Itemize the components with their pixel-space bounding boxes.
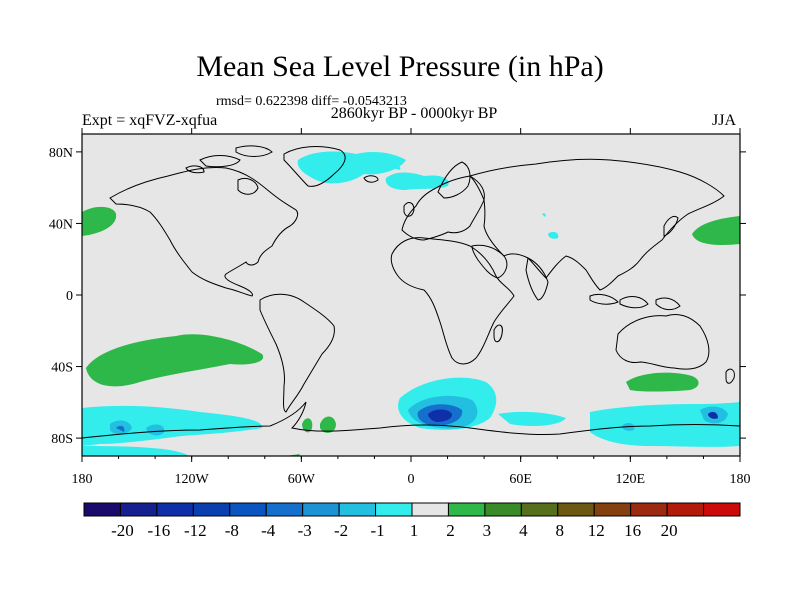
colorbar-swatch bbox=[265, 502, 304, 517]
negative-anomaly-weddell-center bbox=[428, 409, 452, 422]
colorbar-label: -4 bbox=[261, 521, 276, 540]
lat-tick-label: 40S bbox=[51, 361, 73, 376]
coastline-arctic-islands bbox=[185, 145, 273, 174]
coastline-madagascar bbox=[493, 324, 503, 343]
negative-anomaly-southern-ocean-west bbox=[82, 405, 263, 446]
coastline-scandinavia bbox=[437, 161, 471, 199]
negative-anomaly-bellingshausen-core bbox=[116, 425, 125, 432]
negative-anomaly-ross-center bbox=[708, 411, 718, 419]
season-label: JJA bbox=[712, 112, 737, 129]
colorbar-swatch bbox=[302, 502, 340, 517]
coastline-asia bbox=[469, 158, 725, 291]
colorbar-label: -12 bbox=[184, 521, 207, 540]
lon-tick-label: 180 bbox=[730, 472, 751, 487]
time-period-label: 2860kyr BP - 0000kyr BP bbox=[330, 105, 498, 122]
colorbar-swatch bbox=[229, 502, 267, 517]
lat-tick-label: 80N bbox=[49, 146, 73, 161]
coastline-north-america bbox=[109, 167, 299, 297]
colorbar-swatch bbox=[593, 502, 632, 517]
negative-anomaly-arctic-east bbox=[385, 172, 449, 190]
positive-anomaly-antarctic-2 bbox=[320, 416, 336, 433]
colorbar-label: -1 bbox=[370, 521, 384, 540]
map-axes: 80N 40N 0 40S 80S 180 120W 60W 0 60E 120E 180 bbox=[49, 128, 751, 487]
coastline-british-isles bbox=[403, 202, 415, 217]
experiment-label: Expt = xqFVZ-xqfua bbox=[82, 112, 218, 129]
coastline-antarctica bbox=[82, 401, 740, 439]
coastline-greenland bbox=[283, 146, 346, 187]
colorbar-swatch bbox=[630, 502, 668, 517]
colorbar-swatch bbox=[484, 502, 522, 517]
coastlines bbox=[82, 145, 740, 439]
colorbar-label: 1 bbox=[410, 521, 419, 540]
colorbar-label: -20 bbox=[111, 521, 134, 540]
colorbar-swatch bbox=[375, 502, 413, 517]
colorbar-label: 8 bbox=[556, 521, 565, 540]
colorbar-swatch bbox=[338, 502, 377, 517]
colorbar-swatch bbox=[447, 502, 486, 517]
colorbar-swatch bbox=[119, 502, 158, 517]
lon-tick-label: 120E bbox=[616, 472, 646, 487]
coastline-new-zealand bbox=[725, 368, 735, 384]
colorbar-swatch bbox=[156, 502, 194, 517]
colorbar-label: 2 bbox=[446, 521, 455, 540]
rmsd-diff-stats: rmsd= 0.622398 diff= -0.0543213 bbox=[216, 94, 407, 109]
lat-tick-label: 80S bbox=[51, 432, 73, 447]
lon-tick-label: 0 bbox=[408, 472, 415, 487]
colorbar-swatch bbox=[557, 502, 595, 517]
lat-tick-label: 0 bbox=[66, 289, 73, 304]
anomaly-fields bbox=[82, 151, 740, 456]
coastline-iceland bbox=[363, 175, 379, 183]
negative-anomaly-amundsen bbox=[146, 424, 165, 436]
negative-anomaly-mediterranean bbox=[542, 213, 546, 217]
colorbar-swatch bbox=[703, 502, 741, 517]
colorbar-label: -3 bbox=[298, 521, 312, 540]
colorbar-label: 16 bbox=[624, 521, 641, 540]
lon-tick-label: 120W bbox=[175, 472, 210, 487]
coastline-south-america bbox=[259, 293, 335, 413]
colorbar-label: -2 bbox=[334, 521, 348, 540]
colorbar-swatch bbox=[411, 502, 449, 517]
colorbar-swatch bbox=[83, 502, 121, 517]
lon-tick-label: 180 bbox=[72, 472, 93, 487]
lat-tick-label: 40N bbox=[49, 217, 73, 232]
coastline-indonesia bbox=[589, 293, 681, 311]
colorbar-swatch bbox=[520, 502, 559, 517]
negative-anomaly-indian-sector bbox=[498, 411, 566, 426]
coastline-africa bbox=[390, 237, 515, 365]
map-title: Mean Sea Level Pressure (in hPa) bbox=[196, 50, 604, 83]
coastline-australia bbox=[615, 313, 710, 370]
positive-anomaly-north-pacific-west bbox=[82, 206, 117, 236]
positive-anomaly-south-pacific bbox=[86, 334, 264, 387]
colorbar-swatch bbox=[192, 502, 231, 517]
colorbar-label: 12 bbox=[588, 521, 605, 540]
positive-anomaly-north-pacific-east bbox=[692, 216, 740, 245]
colorbar-label: -16 bbox=[148, 521, 171, 540]
coastline-arabia bbox=[471, 244, 508, 279]
colorbar-label: 4 bbox=[519, 521, 528, 540]
coastline-india bbox=[525, 257, 549, 301]
colorbar: -20 -16 -12 -8 -4 -3 -2 -1 1 2 3 4 8 12 16 20 bbox=[83, 502, 741, 540]
colorbar-swatch bbox=[666, 502, 705, 517]
colorbar-label: -8 bbox=[225, 521, 239, 540]
negative-anomaly-greenland bbox=[297, 151, 406, 184]
negative-anomaly-central-asia bbox=[548, 231, 559, 239]
coastline-hudson-bay bbox=[237, 177, 259, 195]
lon-tick-label: 60W bbox=[288, 472, 316, 487]
positive-anomaly-antarctic-1 bbox=[302, 418, 313, 433]
positive-anomaly-south-indian bbox=[626, 372, 699, 392]
negative-anomaly-north-atlantic-small bbox=[392, 165, 401, 170]
lon-tick-label: 60E bbox=[509, 472, 532, 487]
colorbar-label: 3 bbox=[483, 521, 492, 540]
coastline-japan bbox=[663, 215, 679, 237]
negative-anomaly-ross-sea bbox=[82, 446, 187, 456]
colorbar-label: 20 bbox=[661, 521, 678, 540]
